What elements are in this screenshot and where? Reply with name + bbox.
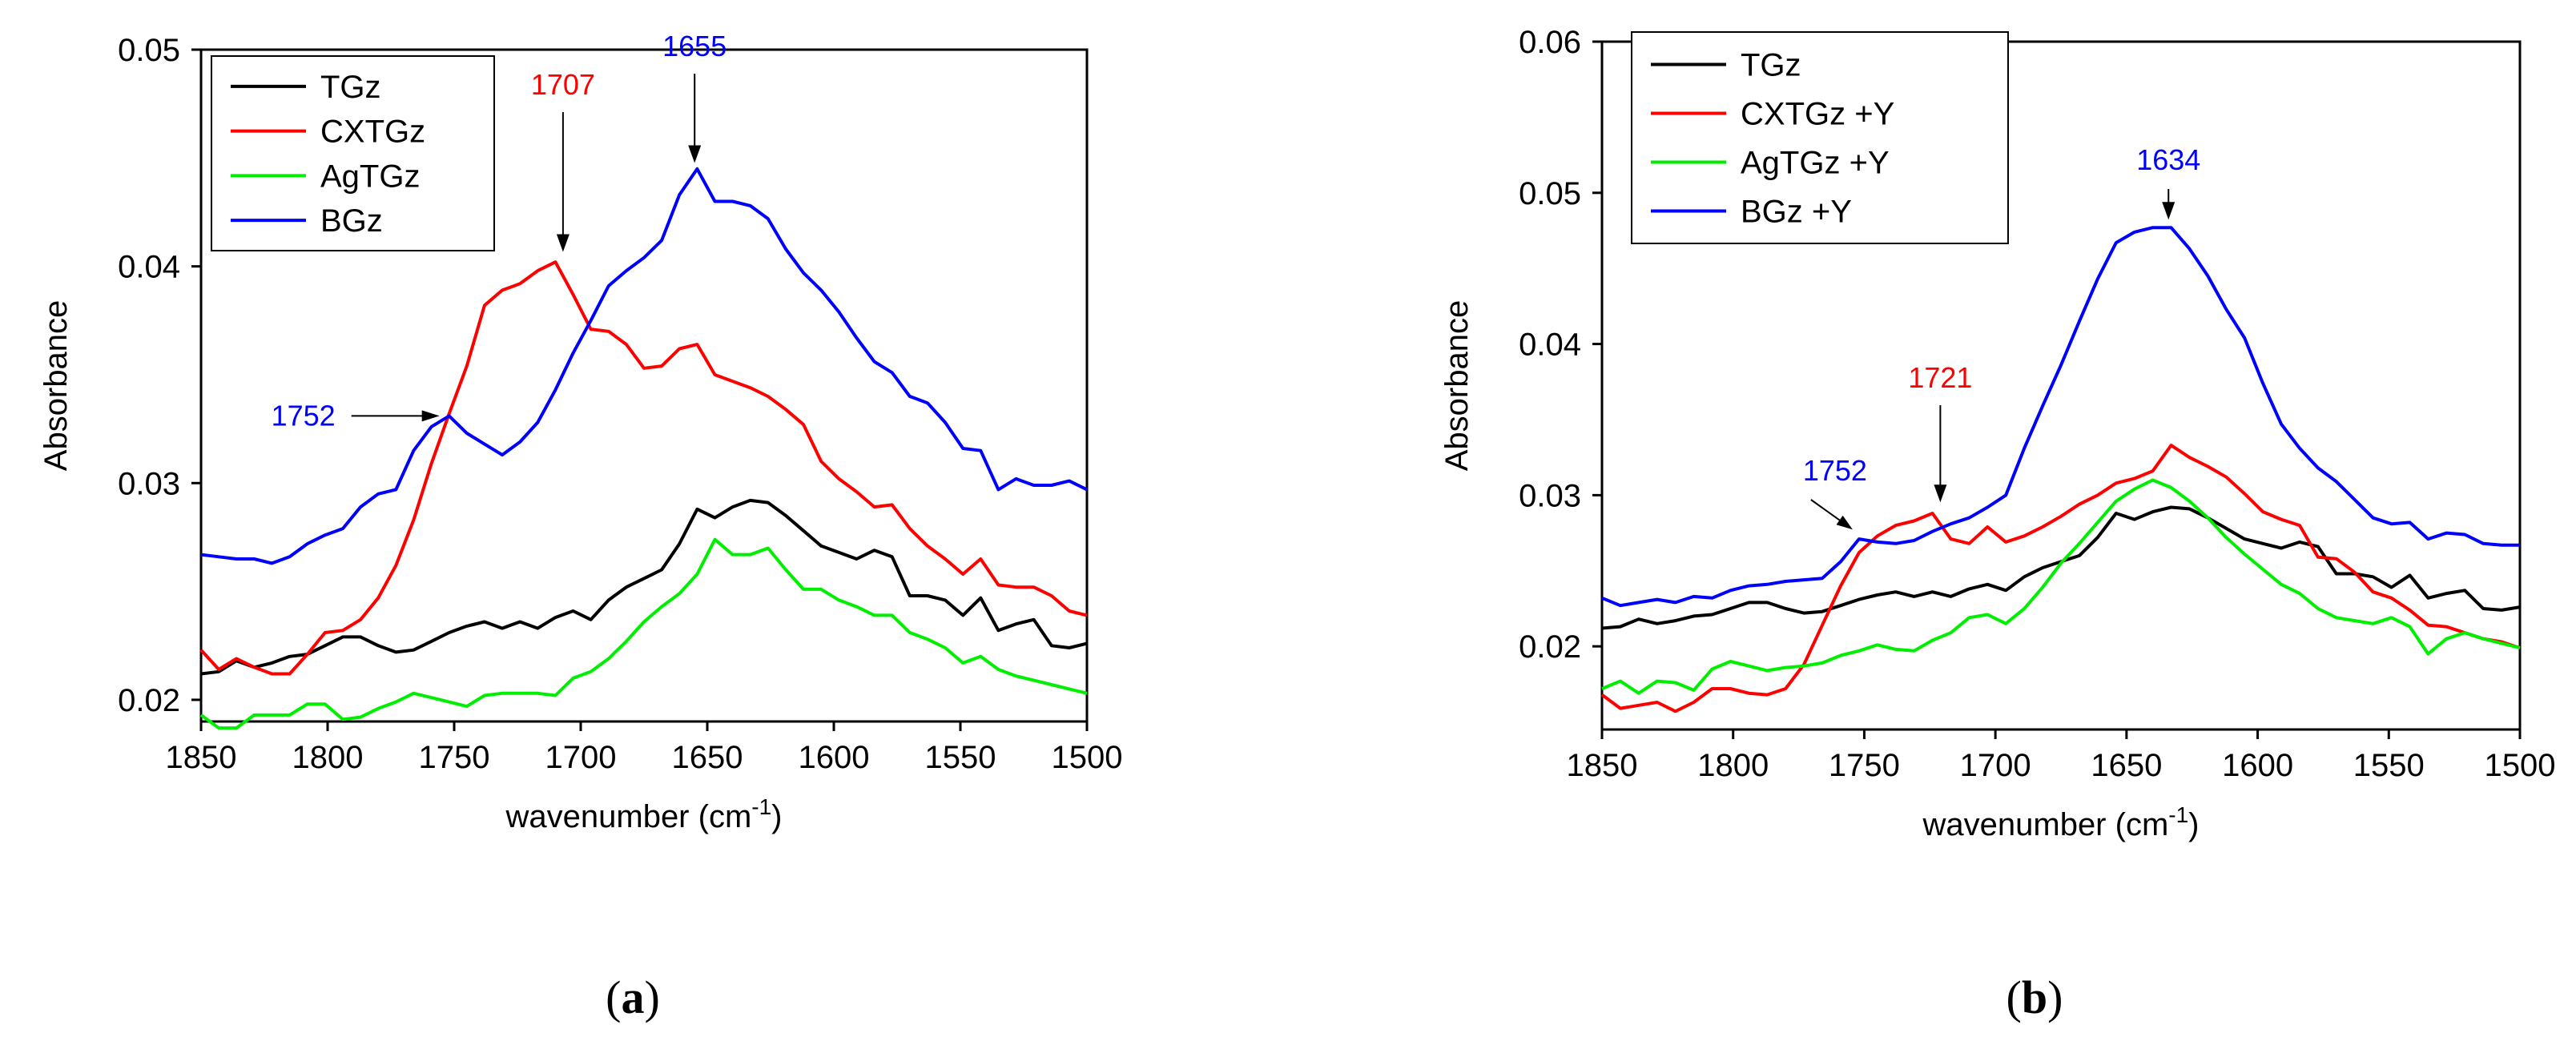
panel-b-annotation-arrow	[1810, 499, 1841, 521]
panel-a-y-tick-label: 0.02	[118, 683, 180, 718]
panel-b-y-tick-label: 0.02	[1519, 629, 1581, 665]
panel-a-y-tick-label: 0.04	[118, 250, 180, 285]
panel-a-caption-open: (	[606, 971, 621, 1023]
panel-b-caption-letter: b	[2022, 971, 2047, 1023]
panel-a-annotation-arrowhead	[688, 145, 702, 163]
panel-a-x-axis-label-close: )	[771, 799, 782, 834]
panel-b-legend-label: TGz	[1741, 48, 1801, 83]
panel-a-series-line-tgz	[200, 498, 1088, 676]
panel-a-caption-letter: a	[622, 971, 645, 1023]
panel-a-annotation-arrowhead	[556, 234, 570, 252]
panel-b-annotation-1634: 1634	[2136, 143, 2200, 220]
panel-b-caption-open: (	[2006, 971, 2022, 1023]
panel-a-x-tick-label: 1650	[672, 740, 743, 775]
panel-a-legend-label: AgTGz	[320, 159, 420, 194]
panel-a-y-axis-label: Absorbance	[38, 300, 74, 471]
panel-a-annotation-1752: 1752	[272, 399, 440, 432]
panel-b-plot-frame	[1600, 40, 2522, 731]
panel-b-x-tick-label: 1850	[1567, 748, 1638, 783]
panel-b-y-axis-label: Absorbance	[1439, 300, 1475, 471]
panel-b-annotation-1721: 1721	[1908, 361, 1972, 503]
panel-a-series-line-bgz	[200, 167, 1088, 565]
panel-a-caption: (a)	[606, 971, 660, 1023]
panel-b-x-axis-label-sup: -1	[2168, 802, 2188, 827]
panel-b-x-tick-label: 1700	[1960, 748, 2031, 783]
panel-a-caption-close: )	[645, 971, 660, 1023]
panel-b-legend-label: AgTGz +Y	[1741, 146, 1890, 181]
panel-b-x-axis-label: wavenumber (cm-1)	[1922, 802, 2200, 842]
panel-a-annotation-label: 1752	[272, 399, 336, 432]
panel-b-x-tick-label: 1750	[1829, 748, 1900, 783]
panel-a-legend: TGz CXTGz AgTGz BGz	[211, 55, 495, 251]
panel-b-annotation-1752: 1752	[1803, 454, 1867, 530]
panel-b-annotation-arrowhead	[1934, 484, 1947, 503]
panel-a-x-tick-label: 1750	[419, 740, 490, 775]
panel-a-y-tick-label: 0.03	[118, 466, 180, 501]
panel-b-caption: (b)	[2006, 971, 2063, 1023]
panel-a-chart: 1850 1800 1750 1700 1650 1600 1550 1500 0.02 0.03…	[38, 30, 1122, 1023]
panel-b-annotation-arrowhead	[2162, 202, 2176, 220]
panel-b-legend: TGz CXTGz +Y AgTGz +Y BGz +Y	[1631, 31, 2009, 244]
panel-b-series-line-tgz	[1601, 505, 2521, 630]
panel-a-annotation-arrowhead	[421, 410, 440, 422]
panel-b-chart: 1850 1800 1750 1700 1650 1600 1550 1500 0.02 0.03…	[1439, 25, 2555, 1023]
panel-a-x-tick-label: 1700	[545, 740, 617, 775]
panel-a-x-axis-label-main: wavenumber (cm	[505, 799, 752, 834]
panel-b-x-tick-label: 1800	[1697, 748, 1769, 783]
panel-b-annotation-arrowhead	[1836, 515, 1853, 530]
panel-b-y-tick-label: 0.05	[1519, 176, 1581, 211]
panel-b-x-tick-label: 1650	[2091, 748, 2162, 783]
panel-a-x-tick-label: 1550	[925, 740, 996, 775]
panel-b-x-tick-label: 1500	[2485, 748, 2556, 783]
panel-b-x-tick-label: 1550	[2353, 748, 2425, 783]
panel-a-legend-box	[211, 55, 495, 251]
panel-b-series-line-cxtgz-y	[1600, 444, 2521, 713]
panel-b-caption-close: )	[2047, 971, 2063, 1023]
panel-a-x-axis-label: wavenumber (cm-1)	[505, 794, 783, 834]
panel-b-x-axis-label-main: wavenumber (cm	[1922, 807, 2169, 842]
panel-a-x-tick-label: 1850	[166, 740, 237, 775]
panel-a-plot-frame	[199, 48, 1089, 723]
panel-b-x-axis-label-close: )	[2188, 807, 2199, 842]
panel-b-y-tick-label: 0.06	[1519, 25, 1581, 60]
panel-b-annotation-label: 1721	[1908, 361, 1972, 394]
panel-b-annotation-label: 1634	[2136, 143, 2200, 176]
panel-a-x-tick-label: 1800	[292, 740, 364, 775]
panel-a-legend-label: BGz	[320, 203, 383, 239]
panel-b-legend-label: CXTGz +Y	[1741, 97, 1894, 132]
panel-a-x-tick-label: 1500	[1052, 740, 1123, 775]
panel-a-annotation-label: 1707	[531, 68, 595, 101]
panel-b-legend-label: BGz +Y	[1741, 195, 1852, 230]
panel-b-series-line-agtgz-y	[1601, 478, 2521, 695]
panel-a-series-line-agtgz	[199, 537, 1088, 730]
panel-b-y-tick-label: 0.03	[1519, 478, 1581, 513]
panel-a-x-axis-label-sup: -1	[751, 794, 771, 819]
panel-b-x-tick-label: 1600	[2222, 748, 2293, 783]
panel-a-legend-label: CXTGz	[320, 115, 425, 150]
panel-a-annotation-1707: 1707	[531, 68, 595, 252]
panel-a-series-line-cxtgz	[199, 260, 1088, 676]
panel-b-series-line-bgz-y	[1601, 226, 2520, 608]
panel-b-y-tick-label: 0.04	[1519, 328, 1581, 363]
panel-a-x-tick-label: 1600	[799, 740, 870, 775]
panel-a-annotation-1655: 1655	[662, 30, 727, 163]
panel-a-y-tick-label: 0.05	[118, 33, 180, 68]
panel-b-annotation-label: 1752	[1803, 454, 1867, 487]
panel-a-annotation-label: 1655	[662, 30, 727, 62]
panel-a-legend-label: TGz	[320, 70, 381, 105]
panel-b-legend-box	[1631, 31, 2009, 244]
